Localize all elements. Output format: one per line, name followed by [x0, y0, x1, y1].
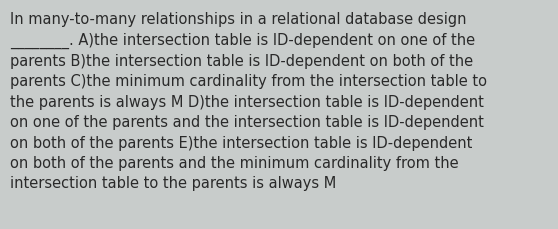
- Text: In many-to-many relationships in a relational database design
________. A)the in: In many-to-many relationships in a relat…: [10, 12, 487, 191]
